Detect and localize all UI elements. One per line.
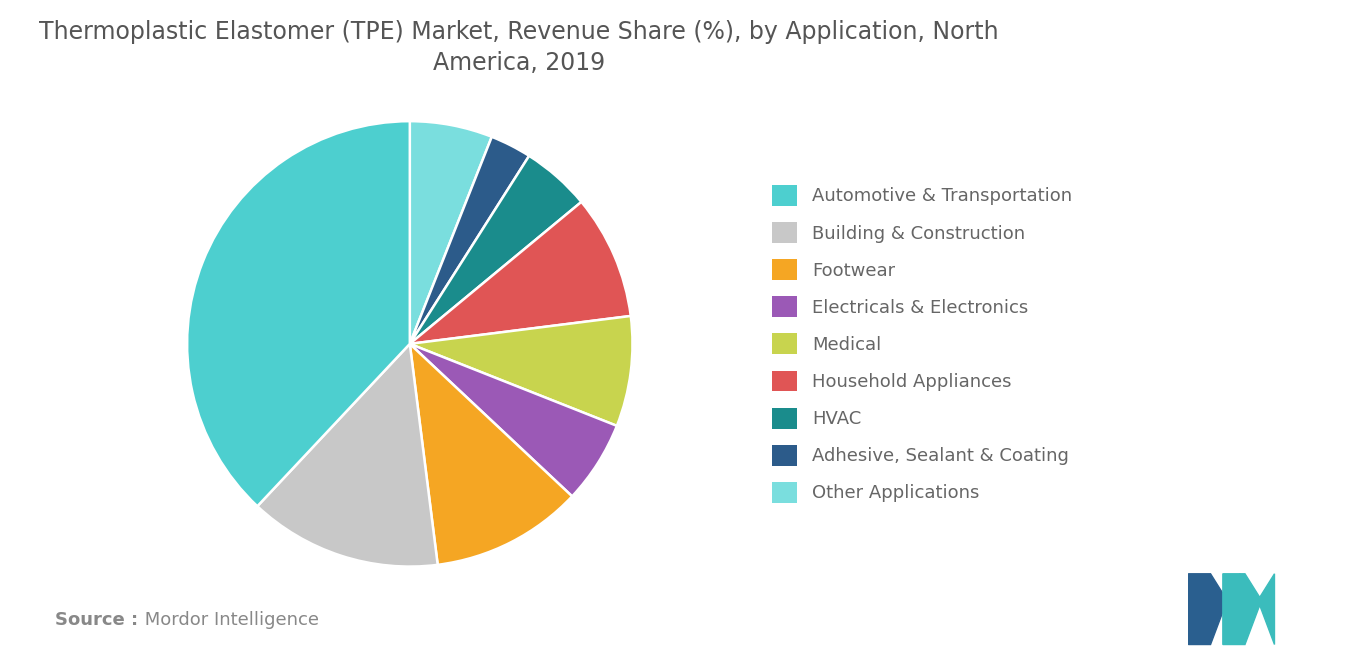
- Wedge shape: [410, 202, 631, 344]
- Text: Source :: Source :: [55, 611, 138, 629]
- Text: Thermoplastic Elastomer (TPE) Market, Revenue Share (%), by Application, North
A: Thermoplastic Elastomer (TPE) Market, Re…: [40, 20, 999, 75]
- Legend: Automotive & Transportation, Building & Construction, Footwear, Electricals & El: Automotive & Transportation, Building & …: [772, 185, 1072, 503]
- Wedge shape: [410, 137, 529, 344]
- Text: Mordor Intelligence: Mordor Intelligence: [139, 611, 320, 629]
- Polygon shape: [1223, 574, 1274, 645]
- Wedge shape: [187, 121, 410, 506]
- Wedge shape: [410, 344, 572, 565]
- Wedge shape: [410, 344, 617, 496]
- Wedge shape: [410, 316, 632, 426]
- Wedge shape: [410, 121, 492, 344]
- Wedge shape: [257, 344, 437, 567]
- Wedge shape: [410, 156, 582, 344]
- Polygon shape: [1188, 574, 1240, 645]
